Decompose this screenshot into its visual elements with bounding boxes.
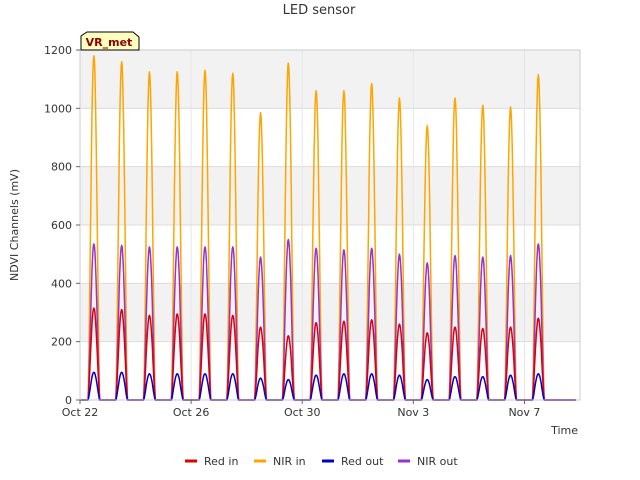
x-tick-label: Oct 30 xyxy=(284,406,321,419)
legend-label-red-in: Red in xyxy=(204,455,238,468)
x-tick-label: Oct 22 xyxy=(62,406,99,419)
series-line-nir-in xyxy=(80,55,576,401)
chart-title: LED sensor xyxy=(283,3,356,18)
y-ticks: 0 200 400 600 800 1000 1200 xyxy=(44,44,80,407)
x-axis-title: Time xyxy=(550,424,578,437)
x-tick-label: Nov 7 xyxy=(508,406,540,419)
grid-band xyxy=(80,50,580,109)
y-tick-label: 1200 xyxy=(44,44,72,57)
grid-band xyxy=(80,166,580,225)
grid-band xyxy=(80,283,580,342)
legend-label-nir-in: NIR in xyxy=(273,455,306,468)
x-tick-label: Oct 26 xyxy=(173,406,210,419)
badge-label: VR_met xyxy=(86,36,133,49)
y-tick-label: 0 xyxy=(65,394,72,407)
series-line-red-out xyxy=(80,371,576,401)
legend-label-red-out: Red out xyxy=(341,455,384,468)
legend-label-nir-out: NIR out xyxy=(417,455,458,468)
legend: Red in NIR in Red out NIR out xyxy=(185,455,458,468)
x-tick-label: Nov 3 xyxy=(397,406,429,419)
y-tick-label: 1000 xyxy=(44,102,72,115)
y-tick-label: 800 xyxy=(51,161,72,174)
y-tick-label: 200 xyxy=(51,336,72,349)
x-ticks: Oct 22 Oct 26 Oct 30 Nov 3 Nov 7 xyxy=(62,400,540,419)
y-tick-label: 400 xyxy=(51,277,72,290)
series-line-red-in xyxy=(80,307,576,401)
station-badge: VR_met xyxy=(80,31,140,51)
series-line-nir-out xyxy=(80,238,576,401)
y-axis-title: NDVI Channels (mV) xyxy=(8,169,21,281)
series-layer xyxy=(80,55,576,401)
badge-box xyxy=(80,31,140,51)
y-tick-label: 600 xyxy=(51,219,72,232)
